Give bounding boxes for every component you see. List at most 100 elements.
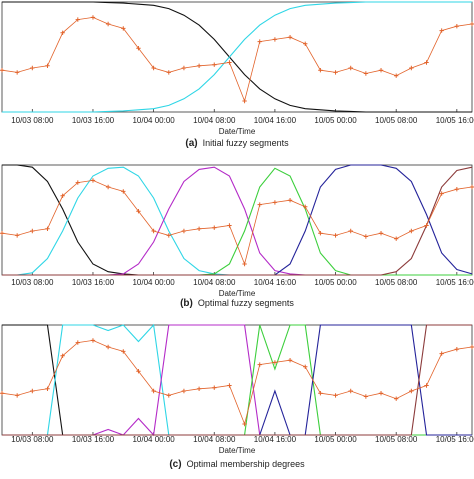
x-axis-label: Date/Time	[219, 289, 256, 298]
x-tick-label: 10/03 16:00	[72, 435, 115, 444]
caption-label: (a)	[185, 138, 197, 149]
data-point	[348, 388, 353, 394]
data-point	[75, 17, 81, 22]
x-tick-label: 10/04 00:00	[132, 278, 175, 287]
data-point	[60, 193, 65, 198]
data-point	[318, 231, 323, 236]
data-point	[105, 184, 111, 190]
x-tick-label: 10/05 08:00	[375, 116, 418, 125]
data-point	[378, 391, 384, 396]
data-point	[136, 46, 141, 51]
data-point	[242, 98, 247, 104]
data-line	[1, 179, 473, 266]
caption-label: (c)	[169, 459, 181, 470]
membership-curve	[2, 166, 472, 276]
membership-curve	[2, 324, 472, 436]
membership-curve	[2, 164, 472, 276]
data-point	[45, 386, 50, 391]
data-point	[0, 391, 5, 396]
data-point	[121, 189, 126, 194]
x-axis-label: Date/Time	[219, 446, 256, 455]
membership-curve	[2, 324, 472, 436]
data-point	[393, 236, 399, 241]
data-point	[257, 39, 262, 44]
data-point	[439, 351, 444, 356]
caption-text: Optimal fuzzy segments	[198, 298, 295, 308]
data-point	[105, 21, 111, 27]
data-point	[303, 204, 308, 209]
x-tick-label: 10/05 08:00	[375, 435, 418, 444]
membership-curve	[2, 167, 472, 276]
data-point	[14, 393, 20, 398]
plot-frame	[1, 324, 473, 436]
data-point	[378, 68, 384, 73]
data-point	[30, 388, 35, 394]
data-point	[45, 63, 50, 68]
data-point	[257, 202, 262, 207]
data-point	[242, 261, 247, 267]
data-point	[272, 360, 278, 365]
data-point	[409, 388, 414, 394]
data-line	[1, 16, 473, 103]
data-point	[363, 234, 369, 239]
data-point	[121, 349, 126, 354]
data-point	[75, 340, 81, 345]
membership-curve	[2, 324, 472, 436]
x-axis-label: Date/Time	[219, 127, 256, 136]
data-point	[409, 228, 414, 234]
data-point	[318, 68, 323, 73]
data-point	[393, 73, 399, 78]
data-point	[45, 226, 50, 231]
data-point	[212, 225, 217, 230]
data-point	[121, 26, 126, 31]
data-point	[454, 347, 460, 352]
x-tick-label: 10/04 00:00	[132, 435, 175, 444]
x-tick-label: 10/04 08:00	[193, 278, 236, 287]
data-point	[469, 344, 474, 350]
data-point	[151, 65, 156, 71]
membership-curve	[2, 1, 472, 113]
data-point	[363, 394, 369, 399]
membership-curve	[2, 324, 472, 437]
data-point	[14, 233, 20, 238]
data-point	[105, 344, 111, 350]
data-point	[393, 396, 399, 401]
x-tick-label: 10/05 00:00	[314, 435, 357, 444]
data-point	[257, 362, 262, 367]
data-point	[348, 228, 353, 234]
data-point	[287, 35, 293, 40]
membership-curve	[2, 166, 473, 276]
data-point	[212, 62, 217, 67]
data-point	[196, 386, 202, 391]
data-point	[90, 15, 96, 20]
data-point	[303, 41, 308, 46]
data-point	[181, 65, 187, 71]
caption: (b) Optimal fuzzy segments	[180, 298, 294, 309]
data-point	[14, 70, 20, 75]
data-point	[227, 60, 232, 65]
data-point	[469, 21, 474, 27]
data-point	[424, 60, 429, 65]
data-point	[212, 385, 217, 390]
data-point	[166, 393, 171, 398]
data-point	[424, 223, 429, 228]
x-tick-label: 10/03 08:00	[11, 435, 54, 444]
data-point	[454, 24, 460, 29]
data-point	[409, 65, 414, 71]
data-point	[0, 231, 5, 236]
data-point	[181, 228, 187, 234]
x-tick-label: 10/05 16:00	[436, 435, 474, 444]
x-tick-label: 10/04 00:00	[132, 116, 175, 125]
data-point	[424, 383, 429, 388]
x-tick-label: 10/04 16:00	[254, 435, 297, 444]
x-tick-label: 10/05 00:00	[314, 116, 357, 125]
data-point	[439, 28, 444, 33]
membership-curve	[2, 166, 472, 276]
membership-curve	[2, 323, 472, 436]
data-point	[227, 383, 232, 388]
data-point	[90, 178, 96, 183]
data-point	[90, 338, 96, 343]
data-point	[60, 30, 65, 35]
data-point	[333, 70, 338, 75]
